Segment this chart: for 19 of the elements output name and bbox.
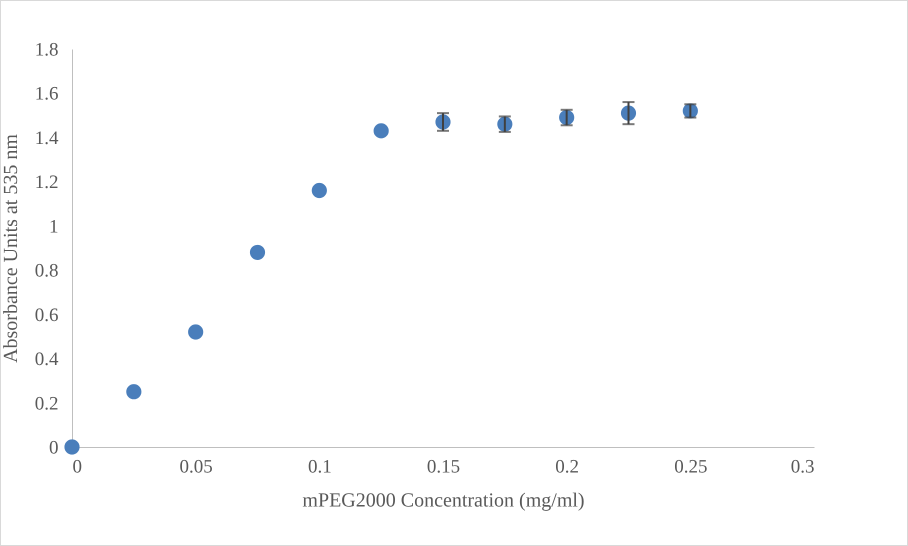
x-tick-label: 0.1 bbox=[308, 456, 332, 478]
x-axis-title: mPEG2000 Concentration (mg/ml) bbox=[302, 490, 585, 512]
y-tick-label: 1 bbox=[49, 216, 58, 238]
y-tick-label: 0.8 bbox=[34, 260, 58, 282]
x-tick-label: 0.15 bbox=[426, 456, 460, 478]
y-tick-label: 0.2 bbox=[34, 393, 58, 414]
x-tick-label: 0 bbox=[72, 456, 82, 478]
y-tick-label: 1.8 bbox=[34, 40, 58, 60]
y-tick-label: 1.6 bbox=[34, 84, 58, 105]
y-tick-label: 1.4 bbox=[34, 128, 59, 149]
y-axis-title: Absorbance Units at 535 nm bbox=[0, 134, 22, 363]
x-tick-label: 0.25 bbox=[674, 456, 708, 478]
x-tick-label: 0.3 bbox=[790, 456, 814, 478]
x-tick-label: 0.05 bbox=[180, 456, 213, 478]
y-tick-label: 0.6 bbox=[34, 304, 58, 326]
x-tick-label: 0.2 bbox=[555, 456, 580, 478]
y-tick-label: 0.4 bbox=[34, 349, 59, 370]
y-tick-label: 0 bbox=[49, 438, 58, 458]
y-tick-label: 1.2 bbox=[34, 172, 58, 194]
